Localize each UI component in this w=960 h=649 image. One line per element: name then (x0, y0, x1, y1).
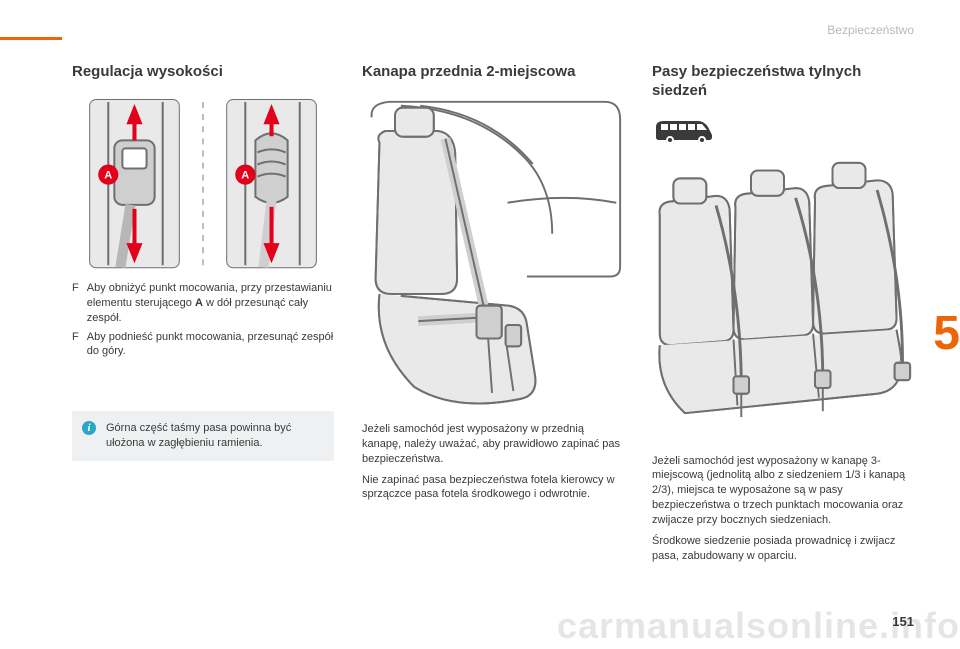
col3-p2: Środkowe siedzenie posiada prowadnicę i … (652, 534, 914, 564)
col2-p2: Nie zapinać pasa bezpieczeństwa fotela k… (362, 473, 624, 503)
svg-text:A: A (241, 169, 249, 181)
col2-p1: Jeżeli samochód jest wyposażony w przedn… (362, 422, 624, 467)
manual-page: Bezpieczeństwo 5 Regulacja wysokości (0, 0, 960, 649)
col-rear-belts: Pasy bezpieczeństwa tylnych siedzeń (652, 63, 914, 564)
bullet-text: Aby podnieść punkt mocowania, przesunąć … (87, 330, 334, 360)
col1-title: Regulacja wysokości (72, 63, 334, 82)
col3-p1: Jeżeli samochód jest wyposażony w kanapę… (652, 454, 914, 528)
col3-title: Pasy bezpieczeństwa tylnych siedzeń (652, 63, 914, 101)
bullet-mark: F (72, 330, 79, 360)
info-box: i Górna część taśmy pasa powinna być uło… (72, 411, 334, 461)
svg-text:A: A (104, 169, 112, 181)
illus-rear-belts (652, 157, 914, 448)
info-text: Górna część taśmy pasa powinna być ułożo… (106, 421, 324, 451)
col-front-bench: Kanapa przednia 2-miejscowa (362, 63, 624, 564)
bullet-text: Aby obniżyć punkt mocowania, przy przest… (87, 281, 334, 326)
watermark: carmanualsonline.info (557, 605, 960, 647)
section-header: Bezpieczeństwo (827, 23, 914, 37)
accent-bar (0, 37, 62, 40)
bullet-mark: F (72, 281, 79, 326)
list-item: F Aby podnieść punkt mocowania, przesuną… (72, 330, 334, 360)
content-columns: Regulacja wysokości (72, 63, 914, 564)
list-item: F Aby obniżyć punkt mocowania, przy prze… (72, 281, 334, 326)
col2-title: Kanapa przednia 2-miejscowa (362, 63, 624, 82)
chapter-number: 5 (933, 306, 960, 361)
van-icon (652, 115, 714, 147)
info-icon: i (82, 421, 96, 435)
col-height-adjust: Regulacja wysokości (72, 63, 334, 564)
col1-bullets: F Aby obniżyć punkt mocowania, przy prze… (72, 281, 334, 359)
illus-height-adjust: A (72, 96, 334, 271)
illus-front-bench (362, 96, 624, 416)
